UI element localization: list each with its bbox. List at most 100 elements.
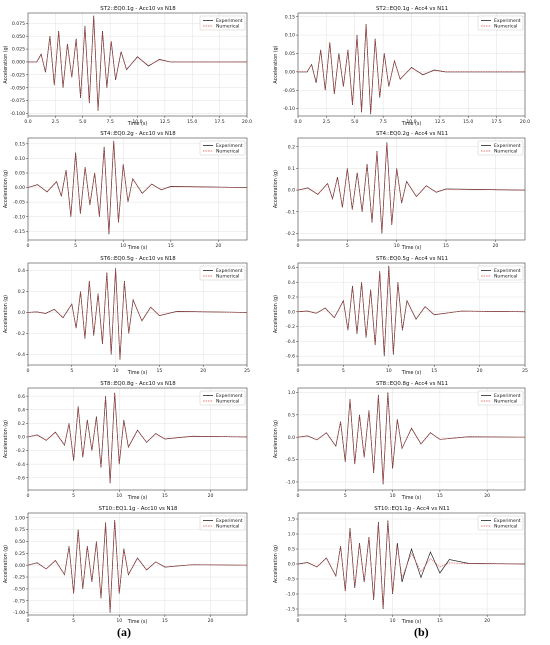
x-axis-label: Time (s) — [127, 495, 148, 501]
x-tick-label: 15 — [156, 368, 162, 374]
y-tick-label: -0.100 — [10, 111, 25, 117]
axes-frame — [297, 12, 526, 117]
y-tick-label: 1.5 — [288, 517, 295, 523]
y-tick-label: 0.10 — [15, 156, 25, 162]
chart-title: ST8::EQ0.8g - Acc10 vs N18 — [100, 381, 176, 387]
y-tick-label: -0.4 — [286, 339, 295, 345]
chart-panel-10: 0 5 10 15 20 -1.5 -1.0 -0.5 0.0 0.5 1.0 1.5 ST10::EQ… — [273, 506, 526, 625]
y-tick-label: -0.5 — [286, 457, 295, 463]
y-tick-label: 0.4 — [18, 268, 25, 274]
x-axis-label: Time (s) — [127, 245, 148, 251]
y-tick-label: -0.075 — [10, 98, 25, 104]
chart-title: ST8::EQ0.8g - Acc4 vs N11 — [376, 381, 448, 387]
chart-title: ST4::EQ0.2g - Acc4 vs N11 — [376, 131, 448, 137]
x-axis-label: Time (s) — [401, 370, 422, 376]
legend-label-experiment: Experiment — [216, 143, 243, 149]
chart-panel-8: 0 5 10 15 20 25 -0.6 -0.4 -0.2 0.0 0.2 0.4 0.6 ST6::E… — [273, 256, 528, 376]
y-tick-label: -1.00 — [13, 610, 25, 616]
series-numerical-line — [27, 521, 248, 612]
x-tick-label: 15.0 — [463, 119, 473, 125]
axes-frame — [27, 262, 248, 366]
y-tick-label: 1.0 — [288, 532, 295, 538]
x-tick-label: 20 — [484, 618, 490, 624]
x-tick-label: 20.0 — [520, 119, 530, 125]
legend-label-numerical: Numerical — [494, 274, 517, 280]
x-tick-label: 15 — [437, 618, 443, 624]
legend-label-experiment: Experiment — [494, 518, 521, 524]
y-tick-label: -0.5 — [286, 577, 295, 583]
x-tick-label: 0 — [297, 493, 300, 499]
x-tick-label: 10 — [390, 618, 396, 624]
y-tick-label: 0.6 — [18, 394, 25, 400]
x-tick-label: 5 — [344, 493, 347, 499]
panel-label-a: (a) — [117, 625, 131, 639]
x-axis-label: Time (s) — [127, 619, 148, 625]
panel-label-b: (b) — [414, 625, 429, 639]
x-tick-label: 20.0 — [242, 119, 252, 125]
series-numerical-line — [28, 16, 247, 110]
series-numerical-line — [298, 25, 525, 114]
series-experiment-line — [28, 15, 247, 111]
y-tick-label: -0.10 — [283, 106, 295, 112]
y-tick-label: -1.0 — [286, 592, 295, 598]
chart-title: ST10::EQ1.1g - Acc4 vs N11 — [374, 506, 450, 512]
legend-label-numerical: Numerical — [494, 149, 517, 155]
x-tick-label: 15.0 — [187, 119, 197, 125]
legend-label-experiment: Experiment — [216, 18, 243, 24]
x-tick-label: 12.5 — [160, 119, 170, 125]
x-tick-label: 10.0 — [406, 119, 416, 125]
y-tick-label: 0.1 — [288, 166, 295, 172]
chart-panel-3: 0 5 10 15 20 25 -0.4 -0.2 0.0 0.2 0.4 ST6::EQ0.5g -… — [3, 256, 250, 376]
legend-box — [199, 515, 246, 531]
chart-panel-2: 0 5 10 15 20 -0.15 -0.10 -0.05 0.00 0.05 0.10 0.15 S… — [3, 131, 248, 251]
x-tick-label: 15 — [443, 243, 449, 249]
legend-label-numerical: Numerical — [494, 24, 517, 30]
legend-box — [199, 15, 246, 31]
x-tick-label: 5 — [346, 243, 349, 249]
y-tick-label: 0.2 — [18, 421, 25, 427]
series-numerical-line — [27, 394, 248, 482]
axes-frame — [27, 137, 248, 241]
x-tick-label: 20 — [208, 493, 214, 499]
y-tick-label: 0.5 — [288, 547, 295, 553]
axes-frame — [27, 512, 248, 616]
y-tick-label: 0.050 — [12, 34, 25, 40]
x-tick-label: 17.5 — [492, 119, 502, 125]
y-tick-label: -0.2 — [286, 231, 295, 237]
chart-title: ST2::EQ0.1g - Acc10 vs N18 — [100, 6, 176, 12]
y-tick-label: 0.2 — [288, 295, 295, 301]
legend-label-experiment: Experiment — [216, 268, 243, 274]
x-axis-label: Time (s) — [127, 370, 148, 376]
legend-label-experiment: Experiment — [216, 518, 243, 524]
y-tick-label: -0.4 — [16, 352, 25, 358]
y-tick-label: -0.025 — [10, 72, 25, 78]
y-tick-label: 0.05 — [285, 51, 295, 57]
chart-panel-4: 0 5 10 15 20 -0.6 -0.4 -0.2 0.0 0.2 0.4 0.6 ST8::EQ0… — [3, 381, 248, 501]
y-tick-label: -0.50 — [13, 587, 25, 593]
x-tick-label: 5 — [342, 368, 345, 374]
x-tick-label: 7.5 — [106, 119, 113, 125]
y-tick-label: -0.05 — [283, 88, 295, 94]
legend-label-experiment: Experiment — [494, 18, 521, 24]
y-tick-label: -0.2 — [286, 324, 295, 330]
y-tick-label: 1.0 — [288, 390, 295, 396]
y-tick-label: -0.4 — [16, 462, 25, 468]
y-axis-label: Acceleration (g) — [273, 295, 279, 333]
x-tick-label: 15 — [168, 243, 174, 249]
x-tick-label: 5.0 — [351, 119, 358, 125]
series-experiment-line — [27, 392, 248, 484]
y-tick-label: 0.025 — [12, 47, 25, 53]
legend-box — [477, 15, 524, 31]
y-tick-label: -0.25 — [13, 575, 25, 581]
chart-title: ST2::EQ0.1g - Acc4 vs N11 — [376, 6, 448, 12]
y-tick-label: 0.25 — [15, 551, 25, 557]
y-tick-label: 0.00 — [285, 69, 295, 75]
x-tick-label: 5.0 — [79, 119, 86, 125]
